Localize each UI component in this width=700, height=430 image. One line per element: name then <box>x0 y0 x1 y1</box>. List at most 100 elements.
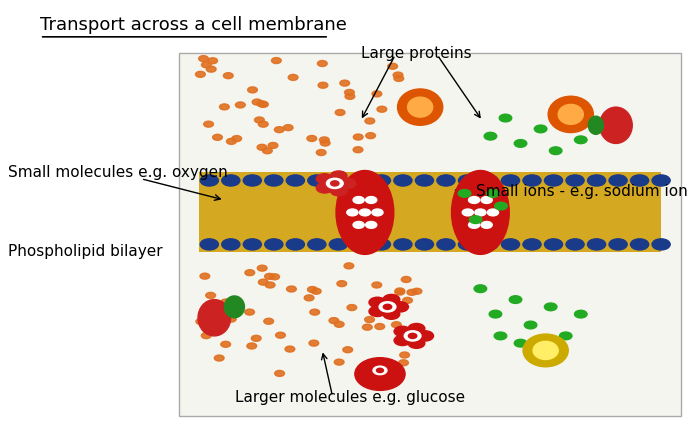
Circle shape <box>286 286 296 292</box>
Circle shape <box>335 321 344 327</box>
Circle shape <box>222 239 240 250</box>
Circle shape <box>631 239 649 250</box>
Circle shape <box>258 265 267 271</box>
Circle shape <box>251 335 261 341</box>
Circle shape <box>286 239 304 250</box>
Circle shape <box>248 87 258 93</box>
Circle shape <box>372 282 382 288</box>
Circle shape <box>308 175 326 186</box>
Circle shape <box>395 289 405 295</box>
Circle shape <box>392 302 408 312</box>
Circle shape <box>330 186 347 196</box>
Circle shape <box>545 303 557 311</box>
Text: Small ions - e.g. sodium ion: Small ions - e.g. sodium ion <box>477 184 688 199</box>
Circle shape <box>501 175 519 186</box>
Circle shape <box>383 295 400 305</box>
Circle shape <box>372 239 391 250</box>
Circle shape <box>494 332 507 340</box>
Circle shape <box>388 63 398 69</box>
Circle shape <box>319 137 329 143</box>
Circle shape <box>416 331 433 341</box>
Circle shape <box>559 332 572 340</box>
Circle shape <box>564 111 577 118</box>
Circle shape <box>318 82 328 88</box>
Circle shape <box>395 288 405 294</box>
Circle shape <box>384 304 392 310</box>
Circle shape <box>545 175 563 186</box>
Circle shape <box>257 144 267 150</box>
Circle shape <box>208 58 218 64</box>
Circle shape <box>609 175 627 186</box>
Circle shape <box>200 239 218 250</box>
Circle shape <box>412 288 422 294</box>
Circle shape <box>339 178 356 188</box>
Circle shape <box>523 239 541 250</box>
Circle shape <box>274 370 284 376</box>
Text: Phospholipid bilayer: Phospholipid bilayer <box>8 244 163 259</box>
Circle shape <box>365 133 375 138</box>
Ellipse shape <box>398 89 442 125</box>
Circle shape <box>365 221 377 228</box>
Circle shape <box>365 118 374 124</box>
Circle shape <box>394 335 411 346</box>
Circle shape <box>587 175 606 186</box>
Ellipse shape <box>198 300 230 336</box>
Circle shape <box>481 197 492 203</box>
Circle shape <box>340 80 349 86</box>
Circle shape <box>365 316 374 322</box>
Circle shape <box>468 221 480 228</box>
Circle shape <box>202 333 211 339</box>
Circle shape <box>594 121 607 129</box>
Circle shape <box>404 331 421 341</box>
Circle shape <box>400 352 410 358</box>
Circle shape <box>344 89 354 95</box>
Circle shape <box>575 136 587 144</box>
Circle shape <box>545 239 563 250</box>
Ellipse shape <box>225 296 244 318</box>
Circle shape <box>566 175 584 186</box>
FancyBboxPatch shape <box>179 52 681 416</box>
Circle shape <box>316 150 326 156</box>
Circle shape <box>398 360 408 366</box>
Circle shape <box>394 239 412 250</box>
Circle shape <box>344 263 354 269</box>
Circle shape <box>373 366 387 375</box>
Circle shape <box>258 279 268 285</box>
Circle shape <box>415 175 433 186</box>
Circle shape <box>401 276 411 283</box>
Circle shape <box>316 183 333 193</box>
Circle shape <box>384 366 398 375</box>
Circle shape <box>514 339 527 347</box>
Circle shape <box>652 239 670 250</box>
Circle shape <box>304 295 314 301</box>
Circle shape <box>379 302 396 312</box>
Ellipse shape <box>600 107 632 144</box>
Circle shape <box>458 190 471 197</box>
Circle shape <box>566 239 584 250</box>
Circle shape <box>365 362 379 371</box>
Ellipse shape <box>548 96 594 132</box>
Circle shape <box>375 323 384 329</box>
Circle shape <box>247 343 257 349</box>
Circle shape <box>495 202 508 210</box>
Circle shape <box>408 338 425 348</box>
Circle shape <box>468 197 480 203</box>
Circle shape <box>335 110 345 116</box>
Text: Large proteins: Large proteins <box>361 46 472 61</box>
Circle shape <box>354 134 363 140</box>
Circle shape <box>394 326 411 337</box>
Circle shape <box>220 341 230 347</box>
Circle shape <box>308 239 326 250</box>
Circle shape <box>321 140 330 146</box>
Circle shape <box>227 138 237 144</box>
Circle shape <box>258 101 268 108</box>
Circle shape <box>310 309 320 315</box>
Circle shape <box>486 190 499 197</box>
Circle shape <box>268 142 278 148</box>
Circle shape <box>200 273 210 279</box>
Circle shape <box>204 121 214 127</box>
Ellipse shape <box>407 97 433 117</box>
Circle shape <box>484 132 497 140</box>
Circle shape <box>609 239 627 250</box>
Circle shape <box>213 134 223 140</box>
